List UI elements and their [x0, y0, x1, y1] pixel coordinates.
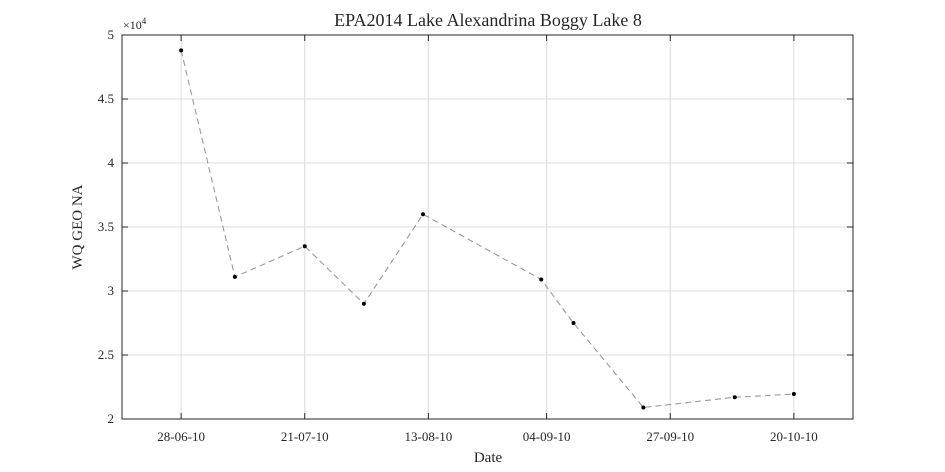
data-point [361, 301, 366, 306]
y-exponent-base: ×10 [123, 18, 142, 32]
data-point [302, 244, 307, 249]
axes: 28-06-10 21-07-10 13-08-10 04-09-10 27-09-10… [98, 27, 854, 444]
x-tick-label: 21-07-10 [281, 429, 329, 444]
x-tick-label: 04-09-10 [523, 429, 571, 444]
x-tick-label: 20-10-10 [770, 429, 818, 444]
y-tick-label: 4 [108, 155, 115, 170]
data-point [791, 392, 796, 397]
y-tick-label: 2.5 [98, 347, 114, 362]
y-tick-label: 2 [108, 411, 115, 426]
y-tick-label: 3 [108, 283, 115, 298]
data-point [571, 321, 576, 325]
chart-title: EPA2014 Lake Alexandrina Boggy Lake 8 [334, 10, 642, 30]
x-tick-label: 27-09-10 [646, 429, 694, 444]
x-axis-label: Date [474, 450, 503, 466]
x-tick-label: 28-06-10 [157, 429, 205, 444]
series-line [180, 50, 794, 409]
y-tick-label: 3.5 [98, 219, 114, 234]
data-point [732, 395, 737, 400]
y-exponent: ×104 [123, 16, 147, 32]
data-point [421, 212, 425, 217]
data-point [232, 274, 237, 279]
data-point [179, 48, 184, 53]
y-tick-label: 5 [108, 27, 115, 42]
y-tick-label: 4.5 [98, 91, 114, 106]
y-axis-label: WQ GEO NA [70, 184, 86, 269]
data-point [539, 277, 544, 282]
y-exponent-power: 4 [142, 16, 147, 26]
x-tick-label: 13-08-10 [405, 429, 453, 444]
data-point [641, 405, 646, 410]
series-layer [179, 48, 796, 410]
